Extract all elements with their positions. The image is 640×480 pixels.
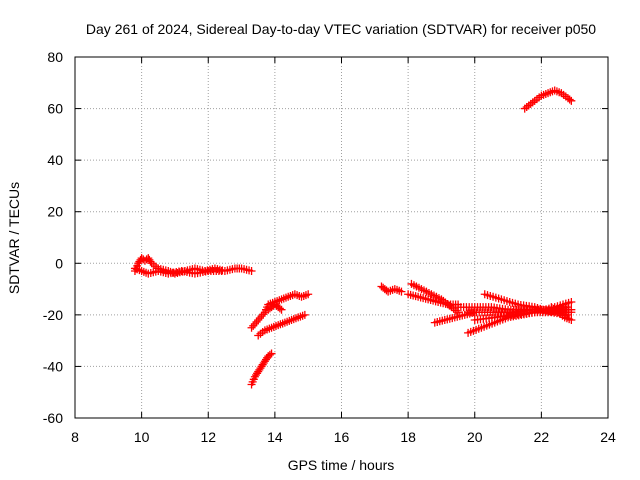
y-tick-label: 60 xyxy=(47,101,63,117)
data-point xyxy=(247,323,256,332)
data-point xyxy=(254,316,263,325)
data-point xyxy=(265,350,274,359)
x-tick-label: 12 xyxy=(200,429,216,445)
series-arc-7 xyxy=(404,290,463,309)
data-point xyxy=(146,257,155,266)
data-point xyxy=(259,310,268,319)
data-point xyxy=(528,98,537,107)
x-tick-label: 8 xyxy=(71,429,79,445)
chart-title: Day 261 of 2024, Sidereal Day-to-day VTE… xyxy=(86,21,596,37)
y-tick-label: -40 xyxy=(43,358,63,374)
series-arc-5 xyxy=(377,282,406,296)
y-tick-label: 20 xyxy=(47,204,63,220)
x-tick-label: 18 xyxy=(400,429,416,445)
data-point xyxy=(277,305,286,314)
x-axis-label: GPS time / hours xyxy=(288,457,395,473)
data-point xyxy=(567,96,576,105)
data-points xyxy=(130,86,576,389)
x-tick-label: 20 xyxy=(467,429,483,445)
x-tick-label: 14 xyxy=(267,429,283,445)
series-arc-14 xyxy=(520,86,576,113)
series-arc-4b xyxy=(264,300,286,314)
x-tick-label: 22 xyxy=(534,429,550,445)
y-tick-label: 0 xyxy=(55,255,63,271)
y-axis-label: SDTVAR / TECUs xyxy=(6,182,22,294)
grid-lines xyxy=(75,57,608,418)
data-point xyxy=(252,317,261,326)
x-tick-label: 10 xyxy=(134,429,150,445)
series-arc-2 xyxy=(247,349,276,389)
y-tick-label: -60 xyxy=(43,410,63,426)
data-point xyxy=(250,319,259,328)
data-point xyxy=(257,312,266,321)
series-arc-4 xyxy=(254,310,309,340)
series-arc-8 xyxy=(430,308,479,327)
data-point xyxy=(249,321,258,330)
data-point xyxy=(255,314,264,323)
series-arc-1b xyxy=(130,264,226,278)
data-point xyxy=(567,297,576,306)
data-point xyxy=(567,316,576,325)
data-point xyxy=(567,308,576,317)
data-point xyxy=(445,301,454,310)
series-arc-15 xyxy=(547,303,576,325)
y-tick-label: 80 xyxy=(47,49,63,65)
data-point xyxy=(565,95,574,104)
y-tick-label: 40 xyxy=(47,152,63,168)
data-point xyxy=(300,310,309,319)
series-arc-13 xyxy=(470,297,576,325)
data-point xyxy=(217,267,226,276)
data-point xyxy=(275,304,284,313)
data-point xyxy=(304,290,313,299)
y-tick-label: -20 xyxy=(43,307,63,323)
x-tick-label: 16 xyxy=(334,429,350,445)
data-point xyxy=(267,349,276,358)
x-tick-label: 24 xyxy=(600,429,616,445)
axis-ticks: 8 10 12 14 16 18 20 22 24 -60 -40 -20 0 20 40 60 80 xyxy=(43,49,616,445)
data-point xyxy=(397,287,406,296)
data-point xyxy=(247,267,256,276)
